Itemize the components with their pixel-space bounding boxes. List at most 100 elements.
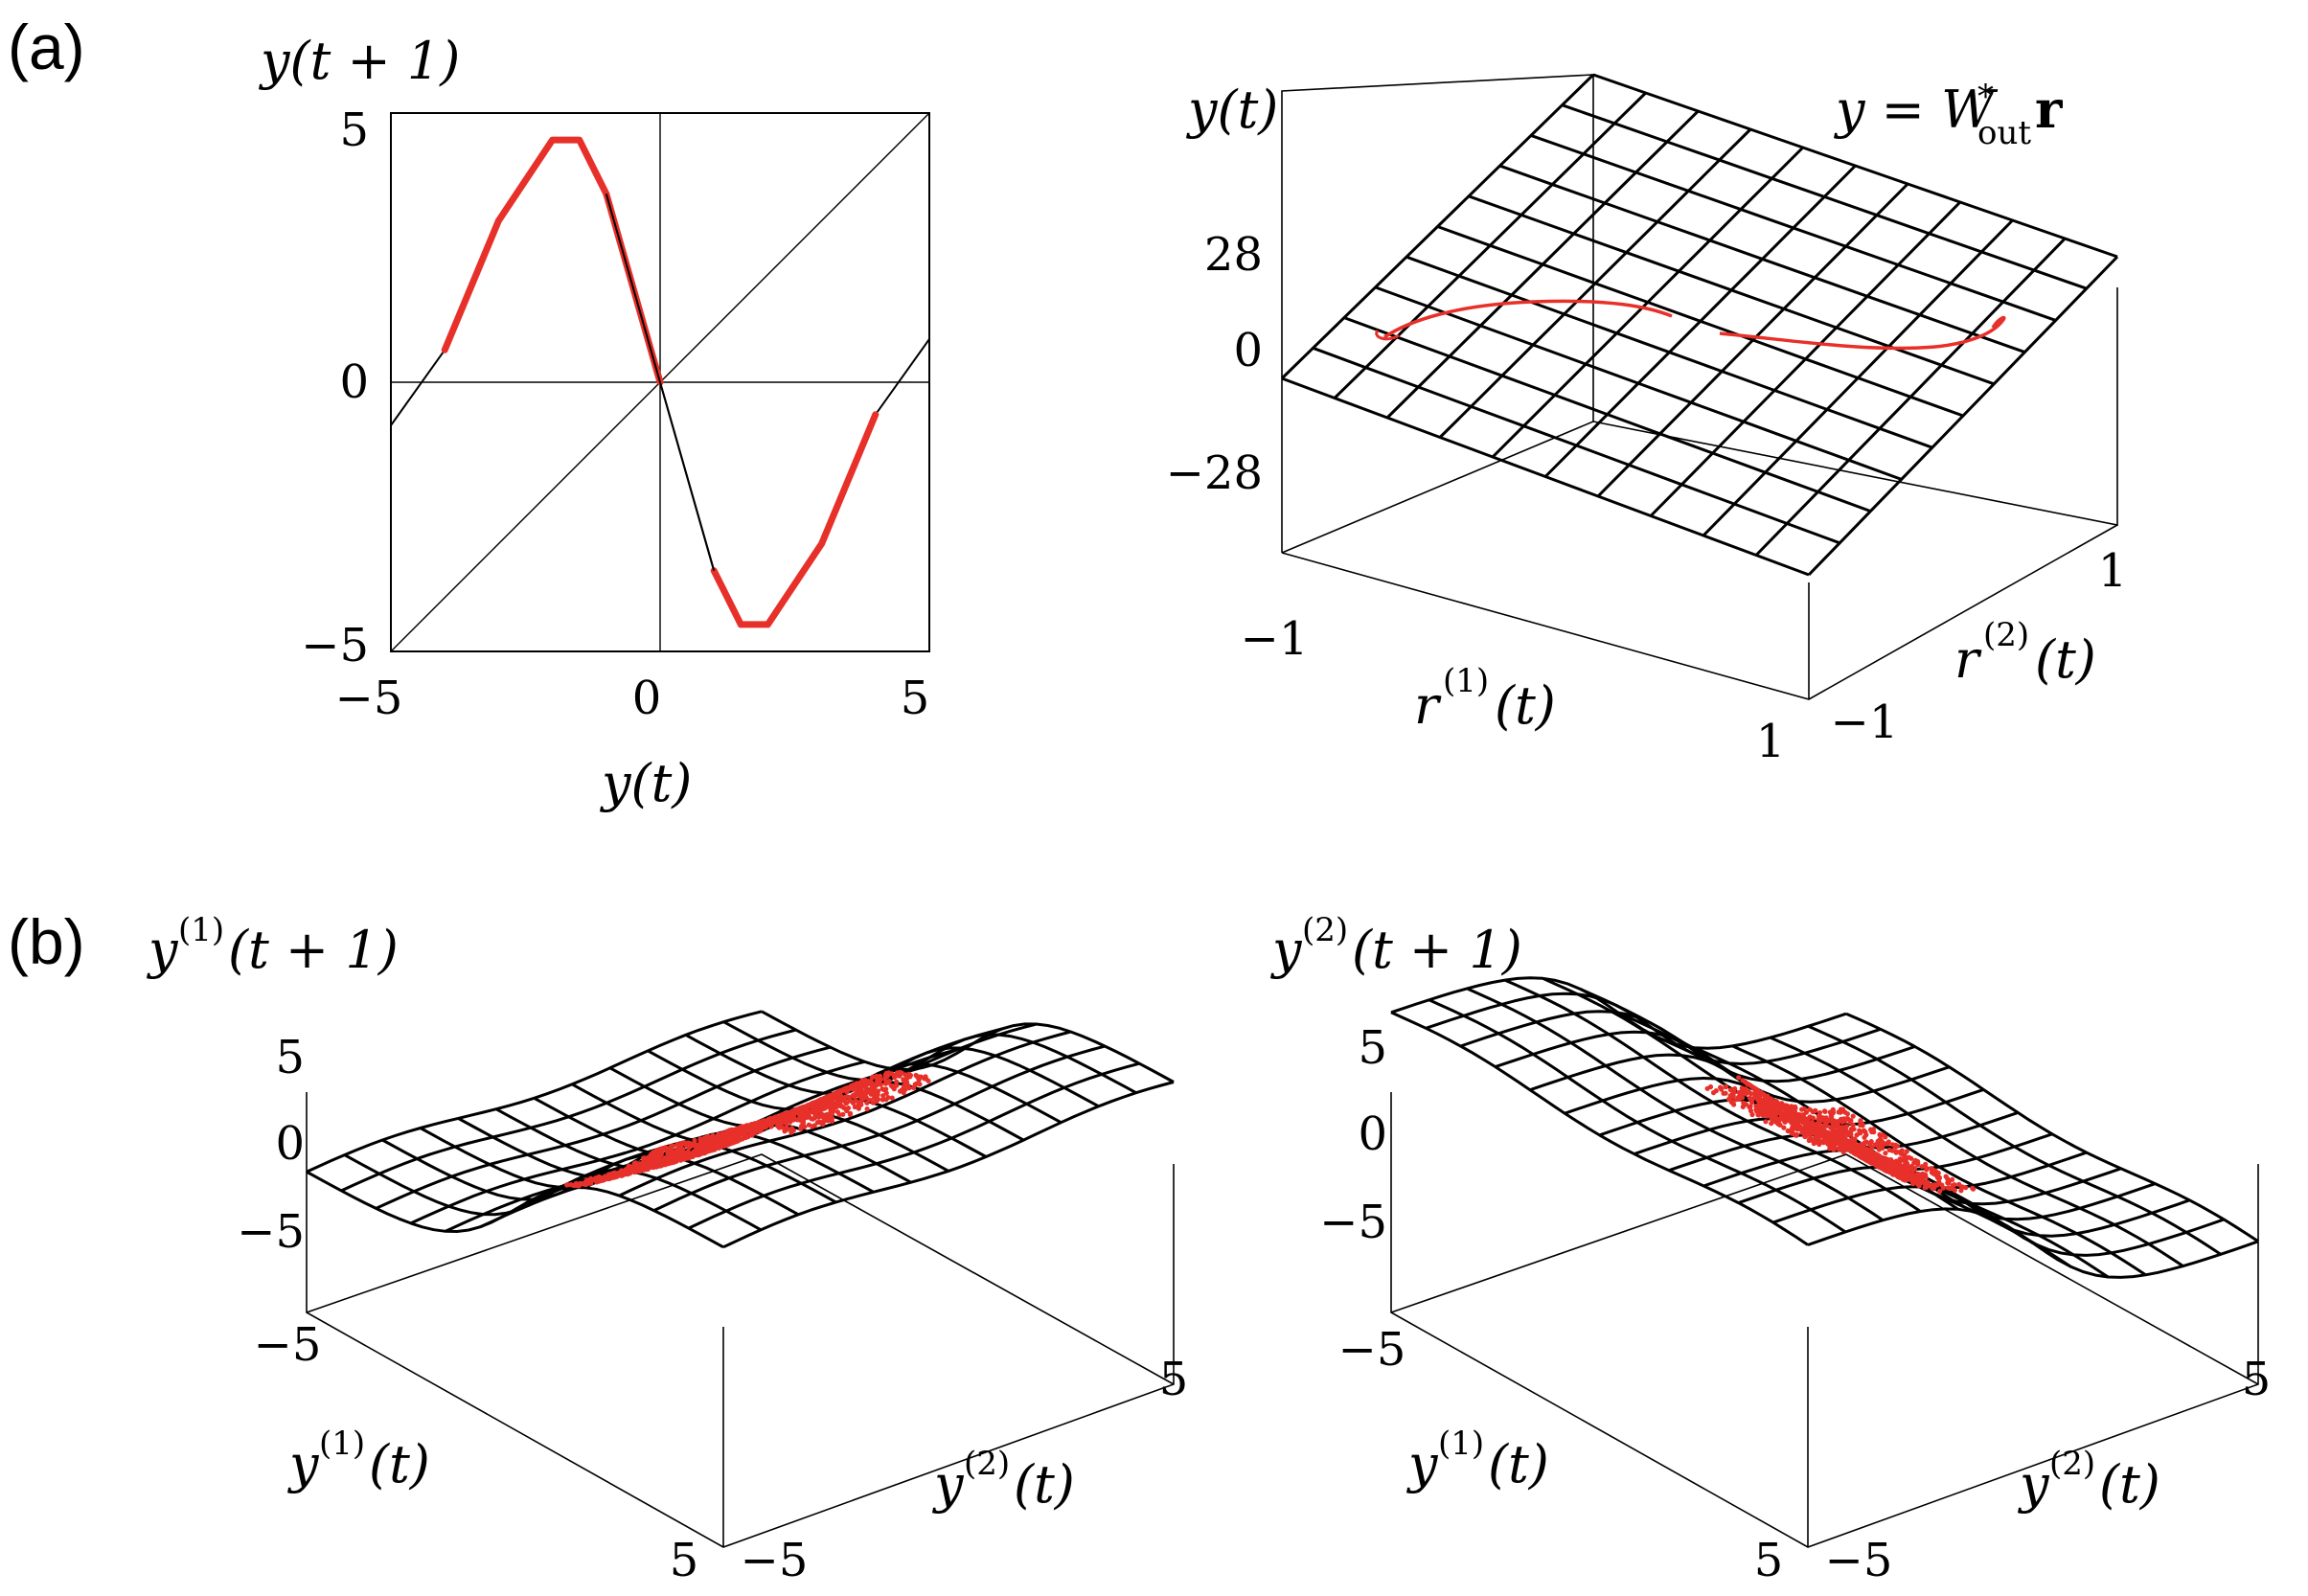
data-point <box>1799 1106 1805 1112</box>
svg-text:out: out <box>1977 114 2031 152</box>
data-point <box>1807 1106 1813 1112</box>
x-tick-label: −5 <box>335 672 403 725</box>
svg-text:y: y <box>1406 1434 1439 1494</box>
svg-text:y: y <box>147 920 179 980</box>
svg-text:y: y <box>1270 920 1303 980</box>
data-point <box>1868 1139 1874 1145</box>
data-point <box>1903 1157 1908 1164</box>
mesh-line <box>1738 1165 2190 1238</box>
wireframe-surface <box>1280 73 2119 577</box>
data-point <box>1897 1162 1903 1168</box>
data-point <box>1798 1127 1804 1132</box>
data-point <box>1890 1166 1896 1173</box>
data-point <box>883 1097 889 1103</box>
data-point <box>1835 1125 1840 1130</box>
floor-edges <box>1592 287 2118 526</box>
svg-text:(t): (t) <box>2099 1454 2160 1515</box>
data-point <box>1840 1106 1846 1112</box>
data-point <box>1736 1075 1742 1081</box>
data-point <box>1807 1129 1813 1134</box>
data-point <box>1727 1095 1733 1102</box>
data-point <box>1890 1159 1896 1165</box>
z-axis-label: y(t) <box>1186 80 1278 140</box>
data-point <box>1828 1125 1834 1130</box>
z-axis-label: y (2) (t + 1) <box>1270 911 1522 980</box>
data-point <box>906 1085 912 1091</box>
panel-a-label: (a) <box>8 11 85 82</box>
data-point <box>1849 1146 1855 1151</box>
data-point <box>894 1083 900 1088</box>
data-point <box>668 1155 674 1161</box>
data-point <box>1787 1118 1793 1124</box>
data-point <box>1724 1083 1729 1090</box>
z-tick-label: 0 <box>1233 324 1263 377</box>
data-point <box>1777 1122 1783 1128</box>
data-point <box>1840 1131 1846 1137</box>
mesh-line <box>1649 200 1961 517</box>
svg-text:(1): (1) <box>178 911 224 949</box>
scatter-cloud <box>564 1069 931 1189</box>
data-point <box>628 1168 635 1174</box>
data-point <box>1943 1174 1949 1179</box>
data-point <box>856 1106 862 1111</box>
z-tick-label: −5 <box>1319 1196 1387 1249</box>
z-tick-label: −28 <box>1166 446 1263 500</box>
data-point <box>1729 1091 1736 1097</box>
data-point <box>918 1074 924 1080</box>
data-point <box>1946 1179 1952 1186</box>
data-point <box>727 1128 733 1134</box>
data-point <box>882 1076 888 1082</box>
data-point <box>723 1142 729 1148</box>
data-point <box>1740 1078 1746 1083</box>
data-point <box>864 1080 870 1085</box>
data-point <box>857 1099 863 1105</box>
data-point <box>1780 1110 1786 1116</box>
data-point <box>1736 1096 1743 1102</box>
data-point <box>1775 1101 1781 1107</box>
data-point <box>1858 1122 1863 1128</box>
equation: y = W * out r <box>1834 78 2063 152</box>
floor-edge <box>306 1153 1175 1385</box>
data-point <box>1839 1138 1844 1144</box>
data-point <box>1890 1172 1896 1177</box>
y-tick-label: 5 <box>2242 1353 2272 1406</box>
data-point <box>1731 1102 1737 1107</box>
data-point <box>1886 1147 1892 1152</box>
data-point <box>878 1077 883 1083</box>
data-point <box>1909 1168 1915 1174</box>
data-point <box>1776 1118 1782 1124</box>
data-point <box>827 1095 833 1101</box>
data-point <box>859 1078 865 1083</box>
data-point <box>810 1116 816 1122</box>
data-point <box>1743 1091 1749 1097</box>
attractor-segment <box>441 136 664 386</box>
panel-a-right-plot: y(t) y = W * out r 28 0 −28 −1 1 −1 1 r … <box>1166 73 2128 768</box>
y-tick-label: 1 <box>2098 544 2128 598</box>
data-point <box>1766 1106 1771 1111</box>
data-point <box>588 1175 594 1181</box>
data-point <box>894 1079 900 1084</box>
data-point <box>1760 1101 1766 1107</box>
data-point <box>1877 1153 1883 1159</box>
data-point <box>573 1180 579 1186</box>
data-point <box>1784 1107 1790 1113</box>
data-point <box>729 1139 735 1145</box>
data-point <box>1747 1105 1752 1110</box>
x-axis-label: y (1) (t) <box>1406 1425 1549 1494</box>
data-point <box>1885 1165 1892 1171</box>
data-point <box>1830 1140 1836 1146</box>
data-point <box>1931 1185 1936 1191</box>
data-point <box>901 1083 907 1089</box>
data-point <box>1917 1179 1923 1185</box>
data-point <box>1794 1125 1800 1130</box>
data-point <box>917 1082 923 1087</box>
data-point <box>1809 1136 1815 1142</box>
mesh-line <box>1390 1011 1809 1246</box>
data-point <box>1803 1126 1809 1132</box>
data-point <box>844 1107 850 1114</box>
data-point <box>1748 1097 1754 1103</box>
data-point <box>599 1177 605 1183</box>
data-point <box>666 1148 672 1153</box>
svg-text:r: r <box>2035 79 2063 140</box>
